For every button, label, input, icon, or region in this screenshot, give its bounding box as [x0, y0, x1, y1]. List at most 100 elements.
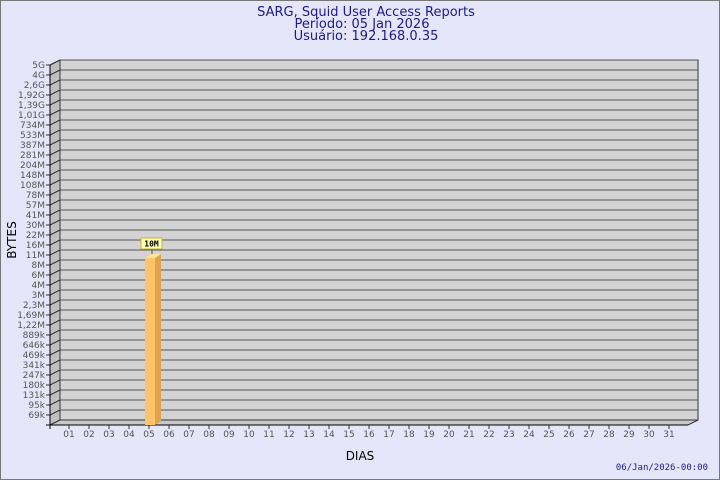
gridline-side: [49, 119, 61, 126]
y-tick-label: 734M: [20, 121, 45, 131]
gridline-side: [49, 349, 61, 356]
x-tick-label: 25: [543, 430, 554, 440]
gridline-side: [49, 209, 61, 216]
x-tick-label: 30: [643, 430, 655, 440]
y-tick-label: 889k: [23, 331, 46, 341]
x-tick-label: 05: [143, 430, 154, 440]
x-tick-label: 22: [483, 430, 494, 440]
y-tick-label: 646k: [23, 341, 46, 351]
gridline-side: [49, 229, 61, 236]
x-tick-label: 13: [303, 430, 314, 440]
y-tick-label: 247k: [23, 371, 46, 381]
y-tick-label: 281M: [20, 151, 45, 161]
x-tick-label: 03: [103, 430, 114, 440]
y-tick-label: 5G: [32, 61, 45, 71]
y-tick-label: 57M: [26, 201, 45, 211]
y-tick-label: 11M: [26, 251, 45, 261]
gridline-side: [49, 299, 61, 306]
gridline-side: [49, 329, 61, 336]
y-tick-label: 4G: [32, 71, 45, 81]
x-tick-label: 29: [623, 430, 635, 440]
gridline-side: [49, 269, 61, 276]
y-tick-label: 6M: [32, 271, 46, 281]
chart-title: SARG, Squid User Access Reports: [257, 5, 475, 20]
gridline-side: [49, 259, 61, 266]
x-tick-label: 19: [423, 430, 435, 440]
y-axis-label: BYTES: [5, 221, 19, 258]
x-tick-label: 17: [383, 430, 394, 440]
gridline-side: [49, 189, 61, 196]
x-tick-label: 18: [403, 430, 415, 440]
gridline-side: [49, 89, 61, 96]
y-tick-label: 2,6G: [24, 81, 45, 91]
y-tick-label: 533M: [20, 131, 45, 141]
x-tick-label: 27: [583, 430, 594, 440]
timestamp: 06/Jan/2026-00:00: [616, 463, 708, 473]
gridline-side: [49, 99, 61, 106]
y-tick-label: 148M: [20, 171, 45, 181]
gridline-side: [49, 109, 61, 116]
x-tick-label: 24: [523, 430, 535, 440]
bar: [145, 257, 155, 425]
y-tick-label: 387M: [20, 141, 45, 151]
y-tick-label: 204M: [20, 161, 45, 171]
y-tick-label: 131k: [23, 391, 46, 401]
y-tick-label: 1,01G: [18, 111, 45, 121]
gridline-side: [49, 279, 61, 286]
x-tick-label: 04: [123, 430, 135, 440]
gridline-side: [49, 79, 61, 86]
gridline-side: [49, 59, 61, 66]
x-tick-label: 02: [83, 430, 94, 440]
x-axis-label: DIAS: [346, 449, 375, 463]
x-tick-label: 26: [563, 430, 575, 440]
gridline-side: [49, 149, 61, 156]
x-tick-label: 20: [443, 430, 455, 440]
gridline-side: [49, 139, 61, 146]
bar-side: [155, 253, 161, 425]
x-tick-label: 08: [203, 430, 215, 440]
x-tick-label: 06: [163, 430, 175, 440]
x-tick-label: 15: [343, 430, 354, 440]
gridline-side: [49, 339, 61, 346]
chart-period: Período: 05 Jan 2026: [295, 17, 430, 32]
gridline-side: [49, 399, 61, 406]
y-tick-label: 8M: [32, 261, 46, 271]
x-tick-label: 12: [283, 430, 294, 440]
bar-value-label: 10M: [144, 239, 159, 248]
y-tick-label: 4M: [32, 281, 46, 291]
gridline-side: [49, 239, 61, 246]
gridline-side: [49, 379, 61, 386]
y-tick-label: 2,3M: [23, 301, 45, 311]
y-tick-label: 69k: [28, 411, 45, 421]
gridline-side: [49, 169, 61, 176]
x-tick-label: 11: [263, 430, 274, 440]
gridline-side: [49, 249, 61, 256]
bar-top: [145, 253, 161, 258]
y-tick-label: 78M: [26, 191, 45, 201]
y-tick-label: 3M: [32, 291, 46, 301]
x-tick-label: 01: [63, 430, 74, 440]
gridline-side: [49, 289, 61, 296]
x-tick-label: 07: [183, 430, 194, 440]
gridline-side: [49, 409, 61, 416]
gridline-side: [49, 359, 61, 366]
y-tick-label: 1,92G: [18, 91, 45, 101]
x-tick-label: 10: [243, 430, 255, 440]
gridline-side: [49, 389, 61, 396]
x-tick-label: 28: [603, 430, 615, 440]
y-tick-label: 30M: [26, 221, 45, 231]
gridline-side: [49, 219, 61, 226]
gridline-side: [49, 69, 61, 76]
x-tick-label: 31: [663, 430, 674, 440]
y-tick-label: 95k: [28, 401, 45, 411]
x-tick-label: 14: [323, 430, 335, 440]
x-tick-label: 23: [503, 430, 514, 440]
y-tick-label: 1,69M: [17, 311, 45, 321]
gridline-side: [49, 309, 61, 316]
y-tick-label: 41M: [26, 211, 45, 221]
y-tick-label: 1,39G: [18, 101, 45, 111]
gridline-side: [49, 369, 61, 376]
y-tick-label: 180k: [23, 381, 46, 391]
y-tick-label: 16M: [26, 241, 45, 251]
